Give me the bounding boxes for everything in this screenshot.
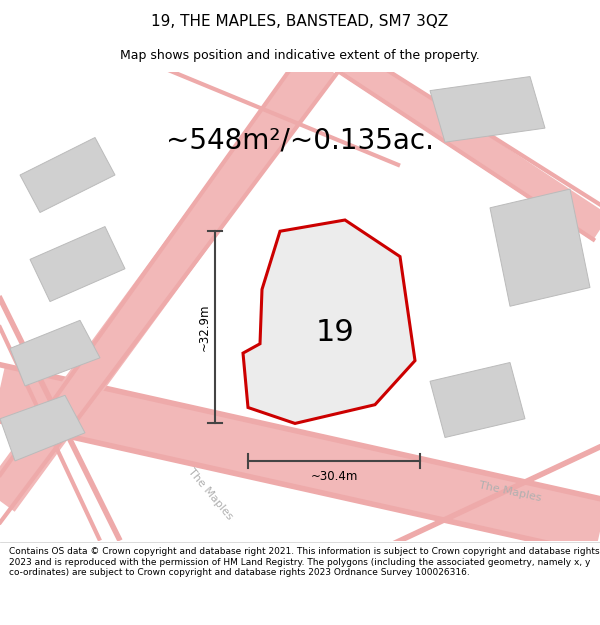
Text: 19: 19	[316, 318, 355, 347]
Polygon shape	[265, 274, 375, 400]
Polygon shape	[490, 189, 590, 306]
Polygon shape	[430, 362, 525, 438]
Polygon shape	[30, 226, 125, 301]
Text: ~548m²/~0.135ac.: ~548m²/~0.135ac.	[166, 126, 434, 154]
Text: ~32.9m: ~32.9m	[198, 304, 211, 351]
Polygon shape	[10, 320, 100, 386]
Text: The Maples: The Maples	[186, 466, 234, 521]
Text: ~30.4m: ~30.4m	[310, 470, 358, 483]
Text: The Maples: The Maples	[478, 481, 542, 503]
Polygon shape	[20, 138, 115, 212]
Polygon shape	[0, 396, 85, 461]
Text: Map shows position and indicative extent of the property.: Map shows position and indicative extent…	[120, 49, 480, 62]
Text: 19, THE MAPLES, BANSTEAD, SM7 3QZ: 19, THE MAPLES, BANSTEAD, SM7 3QZ	[151, 14, 449, 29]
Text: Contains OS data © Crown copyright and database right 2021. This information is : Contains OS data © Crown copyright and d…	[9, 548, 599, 577]
Polygon shape	[243, 220, 415, 424]
Polygon shape	[430, 76, 545, 142]
